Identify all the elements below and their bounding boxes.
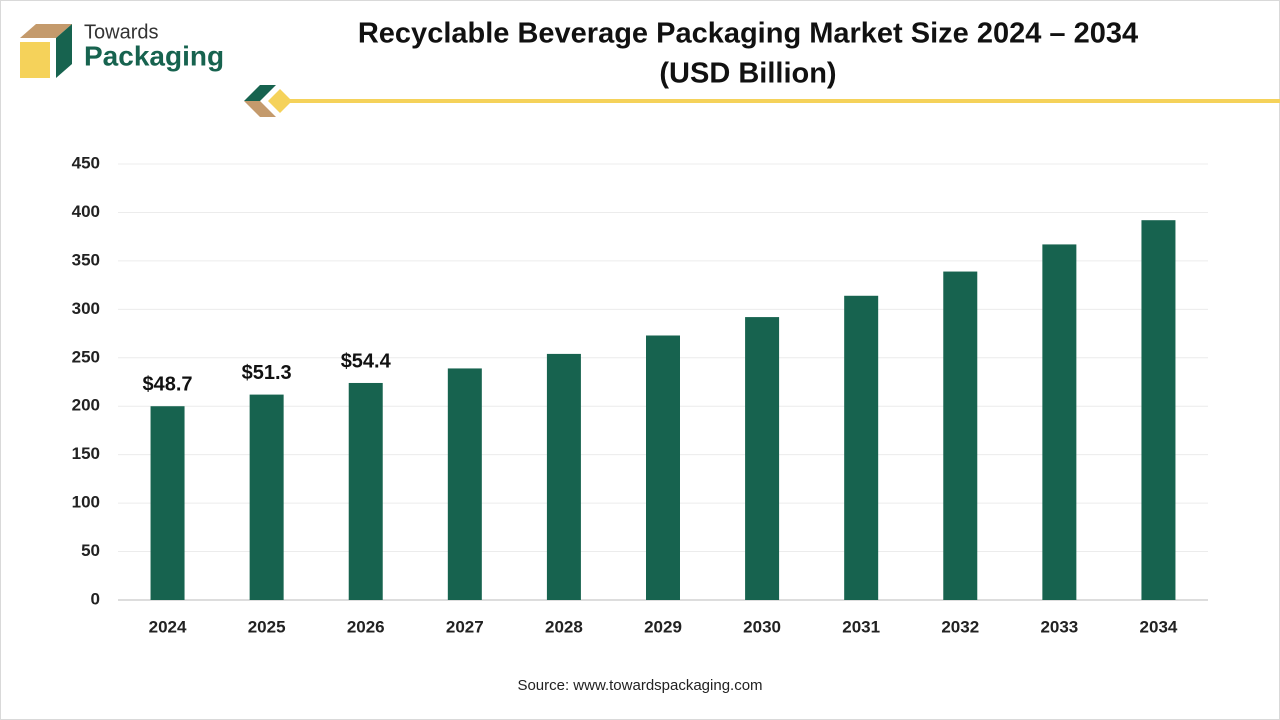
y-tick-label: 100 <box>72 493 100 512</box>
x-tick-label: 2028 <box>545 617 583 636</box>
bar <box>1141 220 1176 600</box>
y-tick-label: 150 <box>72 444 100 463</box>
x-tick-label: 2034 <box>1140 617 1178 636</box>
bar <box>150 406 185 600</box>
x-tick-label: 2032 <box>941 617 979 636</box>
x-tick-label: 2029 <box>644 617 682 636</box>
bar <box>546 353 581 600</box>
bar <box>844 295 879 600</box>
annotation: $54.4 <box>341 350 392 372</box>
y-tick-label: 400 <box>72 202 100 221</box>
y-tick-label: 300 <box>72 299 100 318</box>
bar <box>348 382 383 600</box>
annotation: $48.7 <box>143 374 193 396</box>
bar <box>249 394 284 600</box>
x-tick-label: 2033 <box>1040 617 1078 636</box>
annotation: $51.3 <box>242 362 292 384</box>
bar <box>1042 244 1077 600</box>
x-tick-label: 2026 <box>347 617 385 636</box>
divider <box>244 85 1280 117</box>
bar <box>943 271 978 600</box>
y-tick-label: 200 <box>72 396 100 415</box>
chart-subtitle: (USD Billion) <box>659 58 836 90</box>
y-tick-label: 50 <box>81 541 100 560</box>
bar <box>646 335 680 600</box>
x-tick-label: 2027 <box>446 617 484 636</box>
logo-mark <box>20 24 72 78</box>
x-tick-label: 2031 <box>842 617 880 636</box>
y-tick-label: 250 <box>72 347 100 366</box>
x-tick-label: 2030 <box>743 617 781 636</box>
x-tick-label: 2025 <box>248 617 286 636</box>
y-tick-label: 0 <box>91 589 100 608</box>
brand-bottom: Packaging <box>84 40 224 71</box>
source: Source: www.towardspackaging.com <box>517 677 762 694</box>
bar <box>447 368 482 600</box>
brand-top: Towards <box>84 21 158 43</box>
y-tick-label: 350 <box>72 250 100 269</box>
chart-title: Recyclable Beverage Packaging Market Siz… <box>358 18 1138 50</box>
x-tick-label: 2024 <box>149 617 187 636</box>
bar <box>745 317 780 600</box>
y-tick-label: 450 <box>72 153 100 172</box>
